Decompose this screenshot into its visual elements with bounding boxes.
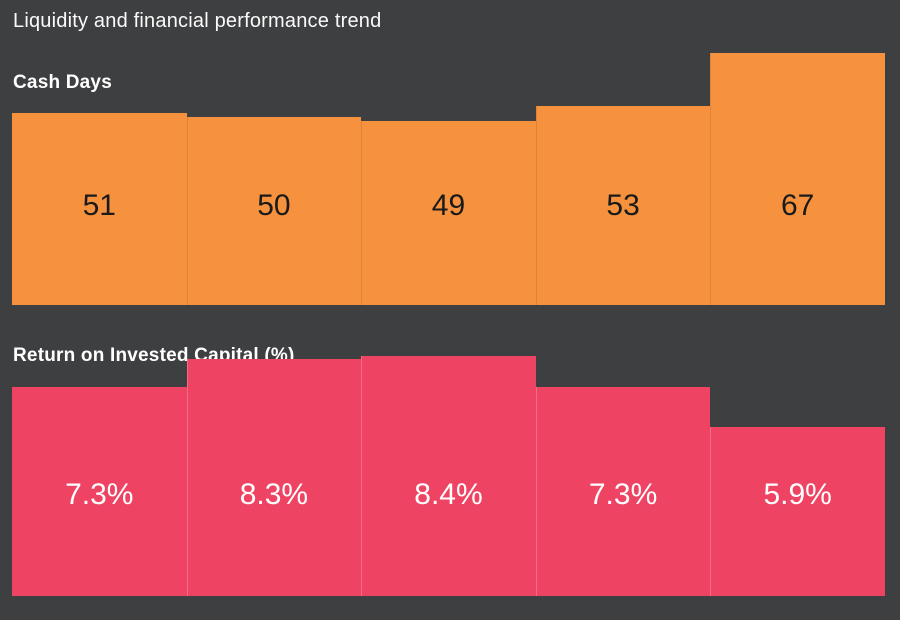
return-on-invested-capital-bar-label-3: 8.4% [414,478,483,511]
cash-days-bar-area: 51 50 49 53 67 [12,53,885,305]
cash-days-chart-title: Cash Days [13,71,112,93]
cash-days-bar-label-1: 51 [82,189,116,222]
cash-days-bar-label-3: 49 [431,189,466,222]
page-title: Liquidity and financial performance tren… [13,10,382,32]
cash-days-bar-label-2: 50 [257,189,291,222]
cash-days-bar-4[interactable]: 53 [535,105,711,305]
cash-days-bar-2[interactable]: 50 [186,116,362,305]
cash-days-bar-1[interactable]: 51 [12,113,187,305]
cash-days-bar-label-4: 53 [606,189,640,222]
return-on-invested-capital-bar-label-4: 7.3% [588,478,658,511]
return-on-invested-capital-bar-4[interactable]: 7.3% [535,387,711,596]
return-on-invested-capital-bar-label-5: 5.9% [763,478,832,511]
return-on-invested-capital-bar-2[interactable]: 8.3% [186,358,362,596]
return-on-invested-capital-bar-3[interactable]: 8.4% [361,356,536,596]
return-on-invested-capital-bar-5[interactable]: 5.9% [710,427,885,596]
return-on-invested-capital-bar-1[interactable]: 7.3% [12,387,187,596]
cash-days-bar-5[interactable]: 67 [710,53,885,305]
return-on-invested-capital-bar-label-2: 8.3% [239,478,309,511]
cash-days-bar-3[interactable]: 49 [361,120,536,305]
return-on-invested-capital-bar-label-1: 7.3% [65,478,134,511]
roic-bar-area: 7.3% 8.3% 8.4% 7.3% 5.9% [12,356,885,596]
cash-days-bar-label-5: 67 [780,189,815,222]
